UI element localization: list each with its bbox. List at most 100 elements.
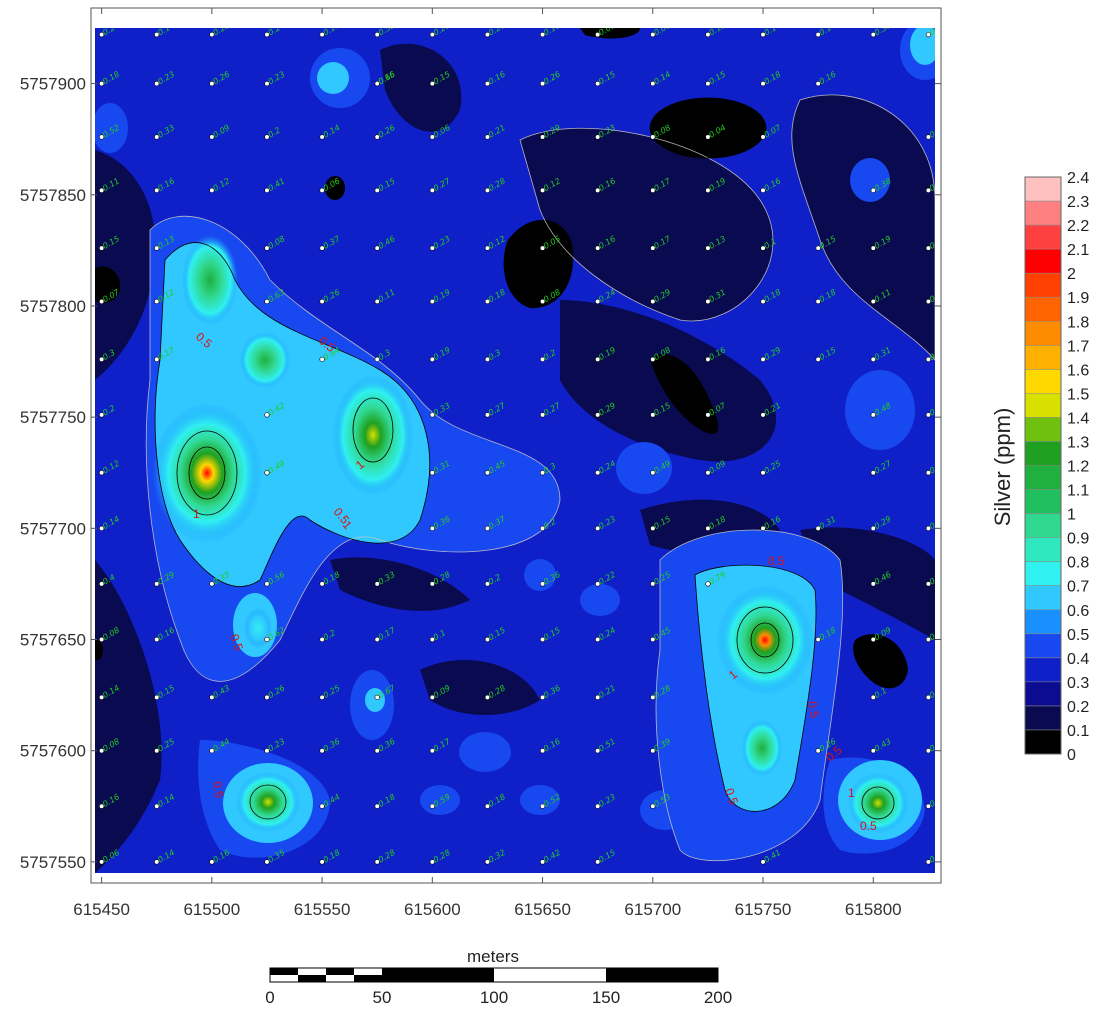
scale-label: 0 [265,988,274,1007]
sample-point [650,32,656,38]
sample-point [539,80,546,87]
legend-swatch [1025,201,1061,226]
legend-level-label: 2 [1067,266,1076,283]
sample-point [870,298,876,305]
sample-point [374,356,380,362]
legend-swatch [1025,273,1061,298]
plot-frame [90,7,942,884]
sample-point [815,298,821,305]
sample-point [595,245,601,251]
sample-point [539,470,546,476]
sample-point [760,80,766,87]
sample-point [429,636,435,643]
sample-value-label: 0.52 [377,21,397,38]
legend-level-label: 0 [1067,747,1076,764]
sample-point [595,470,601,476]
sample-point [319,636,325,643]
sample-point [925,525,931,531]
sample-point [539,525,546,531]
legend-level-label: 1 [1067,507,1076,524]
sample-point [760,134,766,140]
x-tick-label: 615750 [735,900,792,919]
sample-point [870,694,876,700]
sample-point [319,859,325,865]
sample-point [429,412,435,418]
sample-value-label: 0.17 [928,514,949,531]
sample-point [815,748,821,754]
legend-swatch [1025,681,1061,706]
sample-point [374,245,380,251]
sample-point [264,187,270,193]
legend-swatch [1025,345,1061,370]
sample-point [650,412,656,418]
sample-point [319,32,325,38]
sample-point [429,298,435,305]
sample-point [429,694,435,700]
sample-point [154,694,160,700]
sample-point [815,32,821,38]
legend-level-label: 2.2 [1067,218,1089,235]
sample-point [99,80,105,87]
y-tick-label: 5757800 [20,297,86,316]
sample-point [374,134,380,140]
axes: 615450 615500 615550 615600 615650 615700 6157… [20,8,941,919]
sample-value-label: 0.14 [928,176,948,193]
sample-point [209,134,215,140]
legend-level-label: 0.2 [1067,699,1089,716]
sample-point [484,694,491,700]
sample-value-label: 0.17 [322,20,343,37]
legend-swatch [1025,249,1061,274]
legend-level-label: 0.8 [1067,555,1089,572]
sample-point [319,134,325,140]
legend-level-label: 0.1 [1067,723,1089,740]
sample-point [484,636,491,643]
sample-point [870,748,876,754]
x-tick-label: 615700 [624,900,681,919]
sample-point [925,245,931,251]
legend-swatch [1025,513,1061,538]
sample-point [484,356,491,362]
legend-swatch [1025,441,1061,466]
sample-point [760,298,766,305]
sample-point [319,187,325,193]
sample-point [760,470,766,476]
sample-point [595,581,601,587]
sample-point [925,748,931,754]
sample-point [429,32,435,38]
sample-point [154,803,160,809]
sample-point [374,298,380,305]
sample-point [539,245,546,251]
legend-swatches: 0 0.1 0.2 0.3 0.4 0.5 0.6 0.7 0.8 0.9 1 1.1 1.2 1.3 1.… [1025,170,1089,764]
sample-point [99,694,105,700]
sample-point [374,748,380,754]
sample-point [705,80,711,87]
sample-point [595,803,601,809]
sample-point [539,412,546,418]
sample-point [154,187,160,193]
sample-point [429,470,435,476]
sample-point [484,134,491,140]
sample-point [650,245,656,251]
sample-point [870,356,876,362]
y-tick-label: 5757600 [20,742,86,761]
plot-area: 0.2 0.1 0.23 0.2 0.17 0.52 0.25 0.21 0.11 0.09 0.0… [95,20,949,873]
sample-point [539,298,546,305]
sample-value-label: 0.84 [928,21,948,38]
sample-point [925,187,931,193]
sample-point [595,859,601,865]
sample-point [209,694,215,700]
legend-level-label: 2.1 [1067,242,1089,259]
sample-point [705,412,711,418]
contour-label: 1 [193,507,200,521]
sample-point [374,80,380,87]
sample-point [925,412,931,418]
sample-point [595,748,601,754]
legend-level-label: 0.5 [1067,627,1089,644]
y-tick-label: 5757700 [20,519,86,538]
sample-point [870,187,876,193]
sample-point [595,694,601,700]
sample-point [539,187,546,193]
sample-point [154,636,160,643]
sample-point [319,803,325,809]
sample-point [484,470,491,476]
